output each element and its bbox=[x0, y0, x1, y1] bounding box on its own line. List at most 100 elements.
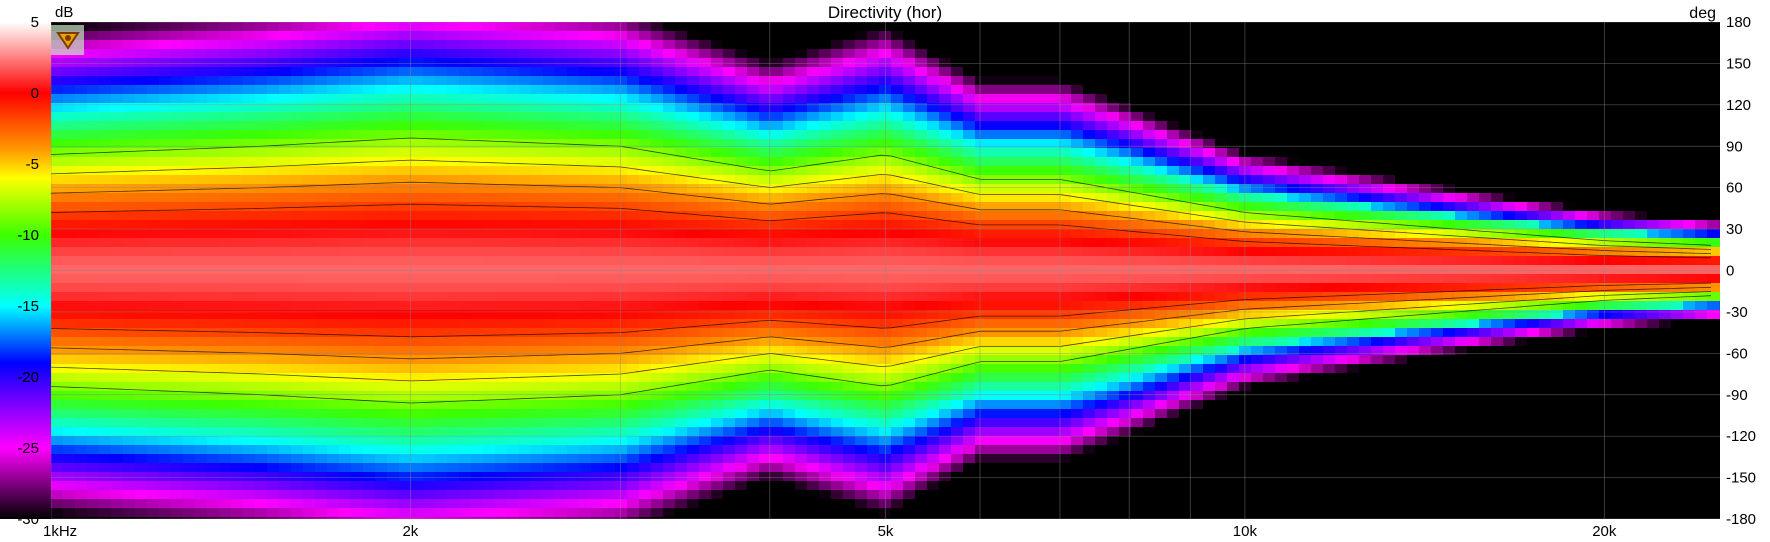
heatmap-cell bbox=[531, 472, 544, 482]
heatmap-cell bbox=[123, 31, 136, 41]
heatmap-cell bbox=[471, 157, 484, 167]
heatmap-cell bbox=[711, 202, 724, 212]
heatmap-cell bbox=[195, 409, 208, 419]
heatmap-cell bbox=[939, 184, 952, 194]
heatmap-cell bbox=[183, 409, 196, 419]
heatmap-cell bbox=[1083, 283, 1096, 293]
heatmap-cell bbox=[195, 76, 208, 86]
heatmap-cell bbox=[747, 292, 760, 302]
heatmap-cell bbox=[615, 49, 628, 59]
heatmap-cell bbox=[123, 508, 136, 518]
heatmap-cell bbox=[231, 427, 244, 437]
heatmap-cell bbox=[231, 67, 244, 77]
heatmap-cell bbox=[783, 508, 796, 518]
heatmap-cell bbox=[483, 292, 496, 302]
heatmap-cell bbox=[927, 67, 940, 77]
heatmap-cell bbox=[195, 157, 208, 167]
heatmap-cell bbox=[1107, 157, 1120, 167]
heatmap-cell bbox=[51, 490, 64, 500]
heatmap-cell bbox=[987, 481, 1000, 491]
heatmap-cell bbox=[111, 130, 124, 140]
heatmap-cell bbox=[783, 409, 796, 419]
heatmap-cell bbox=[555, 454, 568, 464]
heatmap-cell bbox=[387, 220, 400, 230]
heatmap-cell bbox=[651, 211, 664, 221]
heatmap-cell bbox=[891, 400, 904, 410]
heatmap-cell bbox=[495, 139, 508, 149]
heatmap-cell bbox=[471, 256, 484, 266]
heatmap-cell bbox=[147, 436, 160, 446]
heatmap-cell bbox=[927, 256, 940, 266]
heatmap-cell bbox=[915, 184, 928, 194]
heatmap-cell bbox=[807, 193, 820, 203]
heatmap-cell bbox=[963, 76, 976, 86]
heatmap-cell bbox=[1083, 193, 1096, 203]
heatmap-cell bbox=[903, 508, 916, 518]
heatmap-cell bbox=[555, 427, 568, 437]
heatmap-cell bbox=[699, 148, 712, 158]
heatmap-cell bbox=[615, 157, 628, 167]
heatmap-cell bbox=[1035, 490, 1048, 500]
heatmap-cell bbox=[543, 157, 556, 167]
heatmap-cell bbox=[771, 94, 784, 104]
heatmap-cell bbox=[783, 103, 796, 113]
heatmap-cell bbox=[855, 355, 868, 365]
heatmap-cell bbox=[351, 427, 364, 437]
heatmap-cell bbox=[495, 346, 508, 356]
heatmap-cell bbox=[171, 58, 184, 68]
heatmap-cell bbox=[687, 508, 700, 518]
heatmap-cell bbox=[123, 58, 136, 68]
heatmap-cell bbox=[387, 418, 400, 428]
heatmap-cell bbox=[327, 427, 340, 437]
heatmap-cell bbox=[87, 499, 100, 509]
heatmap-cell bbox=[399, 427, 412, 437]
heatmap-cell bbox=[891, 319, 904, 329]
heatmap-cell bbox=[651, 247, 664, 257]
heatmap-cell bbox=[891, 94, 904, 104]
heatmap-cell bbox=[855, 373, 868, 383]
heatmap-cell bbox=[855, 274, 868, 284]
heatmap-cell bbox=[903, 112, 916, 122]
heatmap-cell bbox=[147, 517, 160, 519]
heatmap-cell bbox=[459, 211, 472, 221]
heatmap-cell bbox=[567, 229, 580, 239]
heatmap-cell bbox=[147, 247, 160, 257]
heatmap-cell bbox=[987, 400, 1000, 410]
heatmap-cell bbox=[447, 247, 460, 257]
heatmap-cell bbox=[327, 175, 340, 185]
heatmap-cell bbox=[603, 184, 616, 194]
heatmap-cell bbox=[603, 202, 616, 212]
heatmap-cell bbox=[495, 301, 508, 311]
heatmap-cell bbox=[219, 229, 232, 239]
heatmap-cell bbox=[555, 319, 568, 329]
heatmap-cell bbox=[327, 103, 340, 113]
heatmap-cell bbox=[231, 328, 244, 338]
heatmap-cell bbox=[579, 490, 592, 500]
heatmap-cell bbox=[171, 112, 184, 122]
heatmap-cell bbox=[399, 337, 412, 347]
heatmap-cell bbox=[999, 130, 1012, 140]
heatmap-cell bbox=[963, 229, 976, 239]
heatmap-cell bbox=[567, 58, 580, 68]
heatmap-cell bbox=[87, 247, 100, 257]
heatmap-cell bbox=[711, 67, 724, 77]
heatmap-cell bbox=[603, 247, 616, 257]
heatmap-cell bbox=[111, 49, 124, 59]
heatmap-cell bbox=[903, 202, 916, 212]
heatmap-cell bbox=[891, 202, 904, 212]
heatmap-cell bbox=[783, 166, 796, 176]
heatmap-cell bbox=[1083, 157, 1096, 167]
heatmap-cell bbox=[303, 499, 316, 509]
heatmap-cell bbox=[627, 355, 640, 365]
heatmap-cell bbox=[423, 337, 436, 347]
heatmap-cell bbox=[423, 499, 436, 509]
heatmap-cell bbox=[579, 508, 592, 518]
heatmap-cell bbox=[339, 85, 352, 95]
heatmap-cell bbox=[651, 418, 664, 428]
heatmap-cell bbox=[267, 76, 280, 86]
heatmap-cell bbox=[507, 346, 520, 356]
heatmap-cell bbox=[159, 31, 172, 41]
heatmap-cell bbox=[735, 409, 748, 419]
heatmap-cell bbox=[231, 139, 244, 149]
heatmap-cell bbox=[783, 157, 796, 167]
